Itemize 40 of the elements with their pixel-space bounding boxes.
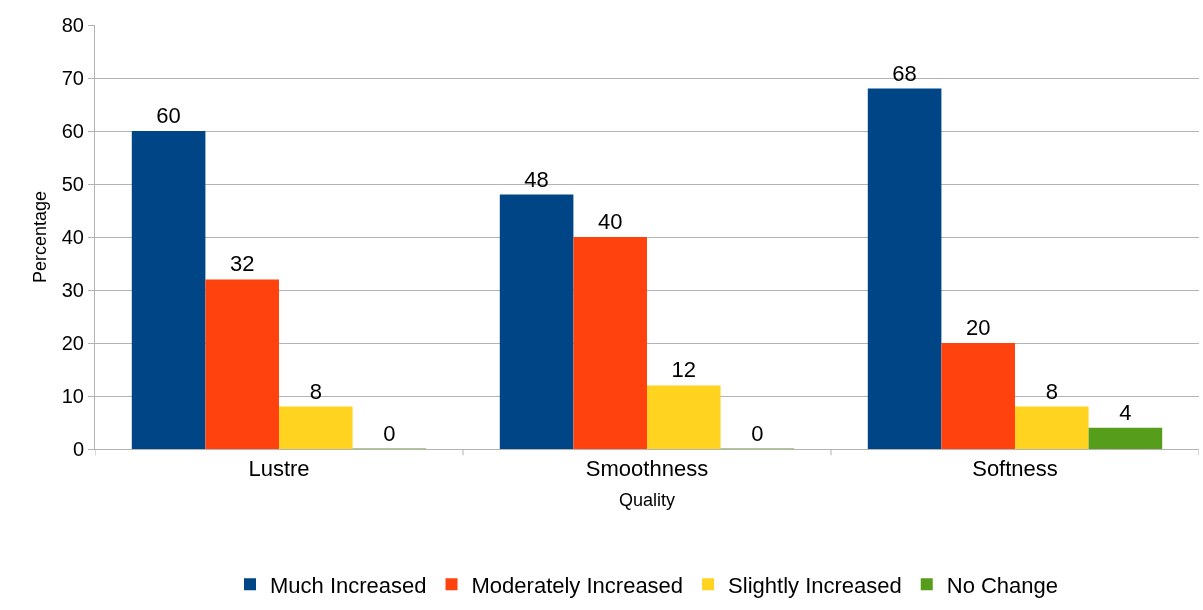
y-tick-label: 60 [61, 120, 84, 142]
y-tick-label: 30 [61, 279, 84, 301]
y-tick-label: 50 [61, 173, 84, 195]
data-label: 48 [524, 166, 549, 192]
bar [1015, 406, 1089, 449]
y-tick-label: 20 [61, 332, 84, 354]
y-tick-label: 10 [61, 385, 84, 407]
y-tick-label: 40 [61, 226, 84, 248]
bar [499, 194, 574, 449]
y-tick-label: 0 [72, 438, 84, 460]
data-label: 8 [1045, 378, 1058, 404]
bar [131, 131, 206, 449]
bar [205, 279, 279, 449]
bar [1088, 427, 1163, 449]
data-label: 68 [892, 60, 917, 86]
x-axis-title: Quality [618, 489, 676, 510]
bar [279, 406, 353, 449]
x-tick-label: Softness [972, 456, 1058, 482]
bar [941, 343, 1015, 449]
y-tick-label: 70 [61, 67, 84, 89]
data-label: 60 [156, 103, 181, 128]
y-axis-title: Percentage [29, 190, 50, 284]
data-label: 32 [229, 251, 255, 277]
bar [647, 385, 721, 449]
x-tick-label: Smoothness [585, 456, 709, 482]
legend-label: Slightly Increased [728, 572, 902, 598]
x-tick-label: Lustre [248, 456, 310, 482]
data-label: 20 [965, 315, 991, 340]
legend-label: No Change [946, 572, 1059, 598]
y-tick-label: 80 [61, 14, 84, 36]
data-label: 40 [597, 209, 623, 234]
data-label: 8 [309, 378, 322, 404]
data-label: 0 [383, 421, 396, 446]
data-label: 0 [751, 421, 764, 446]
data-label: 12 [671, 357, 697, 383]
bar [867, 88, 942, 449]
data-label: 4 [1119, 399, 1132, 425]
bar [573, 237, 647, 449]
legend-label: Moderately Increased [471, 572, 684, 598]
legend-label: Much Increased [270, 572, 427, 598]
